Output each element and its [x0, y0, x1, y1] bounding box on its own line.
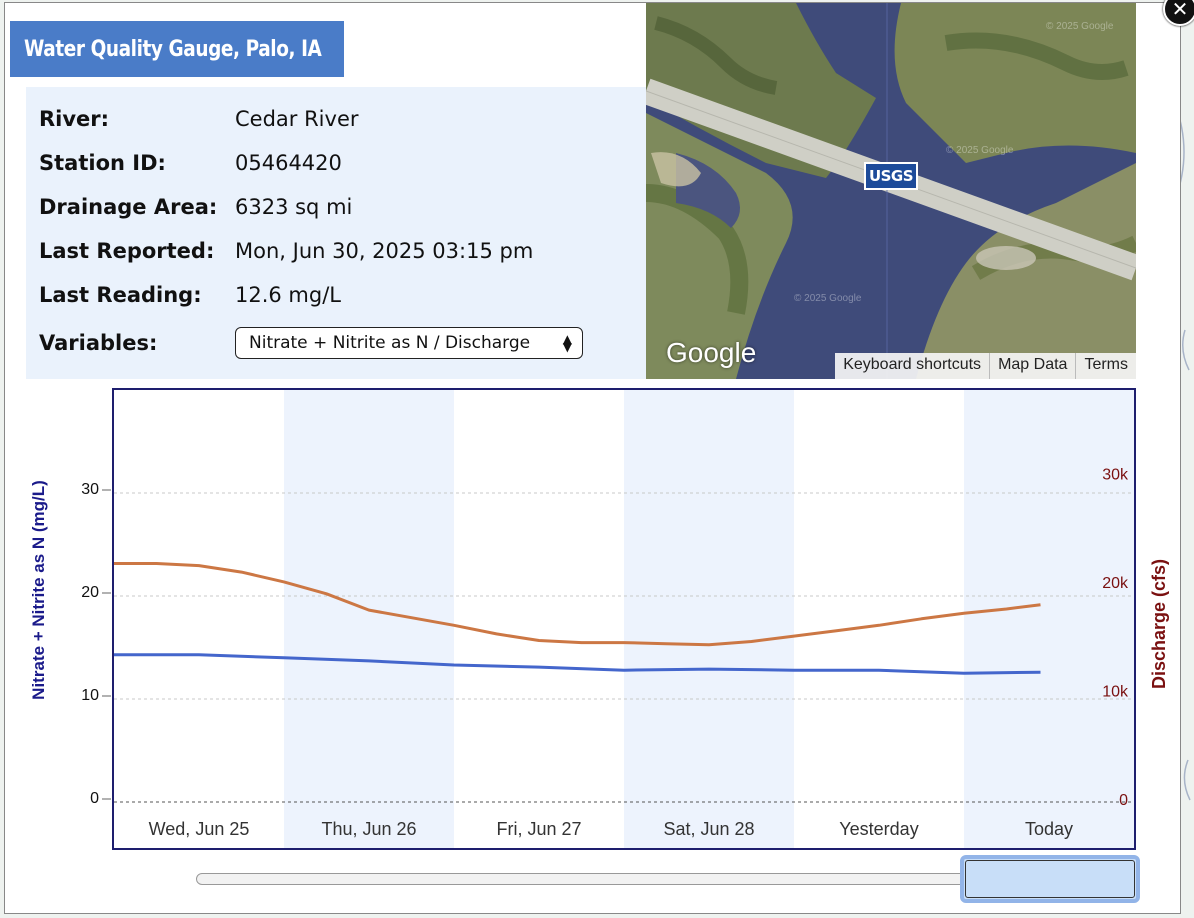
- discharge-series-line: [114, 562, 1041, 647]
- gauge-popup: Water Quality Gauge, Palo, IA River: Ced…: [4, 2, 1181, 914]
- drainage-area-row: Drainage Area: 6323 sq mi: [39, 191, 352, 223]
- last-reading-label: Last Reading:: [39, 283, 202, 307]
- variables-select[interactable]: Nitrate + Nitrite as N / Discharge ▲ ▼: [235, 327, 583, 359]
- river-label: River:: [39, 107, 110, 131]
- last-reported-row: Last Reported: Mon, Jun 30, 2025 03:15 p…: [39, 235, 533, 267]
- time-range-slider-track[interactable]: [196, 873, 966, 885]
- keyboard-shortcuts-link[interactable]: Keyboard shortcuts: [843, 356, 982, 373]
- station-id-label: Station ID:: [39, 151, 166, 175]
- google-logo: Google: [666, 337, 757, 368]
- last-reported-value: Mon, Jun 30, 2025 03:15 pm: [235, 239, 534, 263]
- variables-label: Variables:: [39, 331, 158, 355]
- x-tick-label: Wed, Jun 25: [149, 819, 250, 839]
- variables-row: Variables: Nitrate + Nitrite as N / Disc…: [39, 327, 583, 359]
- last-reading-value: 12.6 mg/L: [235, 283, 341, 307]
- select-arrows-icon: ▲ ▼: [562, 332, 572, 354]
- terms-link[interactable]: Terms: [1075, 353, 1136, 379]
- x-tick-label: Today: [1025, 819, 1073, 839]
- satellite-imagery: © 2025 Google © 2025 Google © 2025 Googl…: [646, 3, 1136, 379]
- map-footer: Keyboard shortcuts Map Data Terms: [835, 353, 1136, 379]
- last-reported-label: Last Reported:: [39, 239, 215, 263]
- drainage-area-value: 6323 sq mi: [235, 195, 353, 219]
- map-watermark: © 2025 Google: [1046, 21, 1114, 32]
- variables-select-value: Nitrate + Nitrite as N / Discharge: [249, 333, 531, 353]
- usgs-gauge-marker[interactable]: USGS: [864, 162, 918, 190]
- x-tick-label: Thu, Jun 26: [321, 819, 416, 839]
- river-row: River: Cedar River: [39, 103, 359, 135]
- map-watermark: © 2025 Google: [794, 293, 862, 304]
- day-band: [964, 390, 1134, 848]
- day-band: [624, 390, 794, 848]
- drainage-area-label: Drainage Area:: [39, 195, 218, 219]
- x-tick-label: Fri, Jun 27: [496, 819, 581, 839]
- time-range-slider-handle[interactable]: [960, 855, 1140, 903]
- station-id-value: 05464420: [235, 151, 342, 175]
- station-info-panel: River: Cedar River Station ID: 05464420 …: [26, 87, 646, 379]
- popup-title: Water Quality Gauge, Palo, IA: [10, 21, 344, 77]
- x-tick-label: Yesterday: [839, 819, 918, 839]
- last-reading-row: Last Reading: 12.6 mg/L: [39, 279, 341, 311]
- map-watermark: © 2025 Google: [946, 145, 1014, 156]
- station-id-row: Station ID: 05464420: [39, 147, 342, 179]
- close-icon[interactable]: ✕: [1163, 0, 1194, 26]
- satellite-map[interactable]: © 2025 Google © 2025 Google © 2025 Googl…: [646, 3, 1136, 379]
- map-data-link[interactable]: Map Data: [989, 353, 1075, 379]
- water-quality-chart: Wed, Jun 25 Thu, Jun 26 Fri, Jun 27 Sat, Ju…: [114, 390, 1134, 848]
- x-tick-label: Sat, Jun 28: [663, 819, 754, 839]
- day-band: [284, 390, 454, 848]
- nitrate-series-line: [114, 653, 1041, 675]
- chart-frame: Wed, Jun 25 Thu, Jun 26 Fri, Jun 27 Sat, Ju…: [112, 388, 1136, 850]
- river-value: Cedar River: [235, 107, 359, 131]
